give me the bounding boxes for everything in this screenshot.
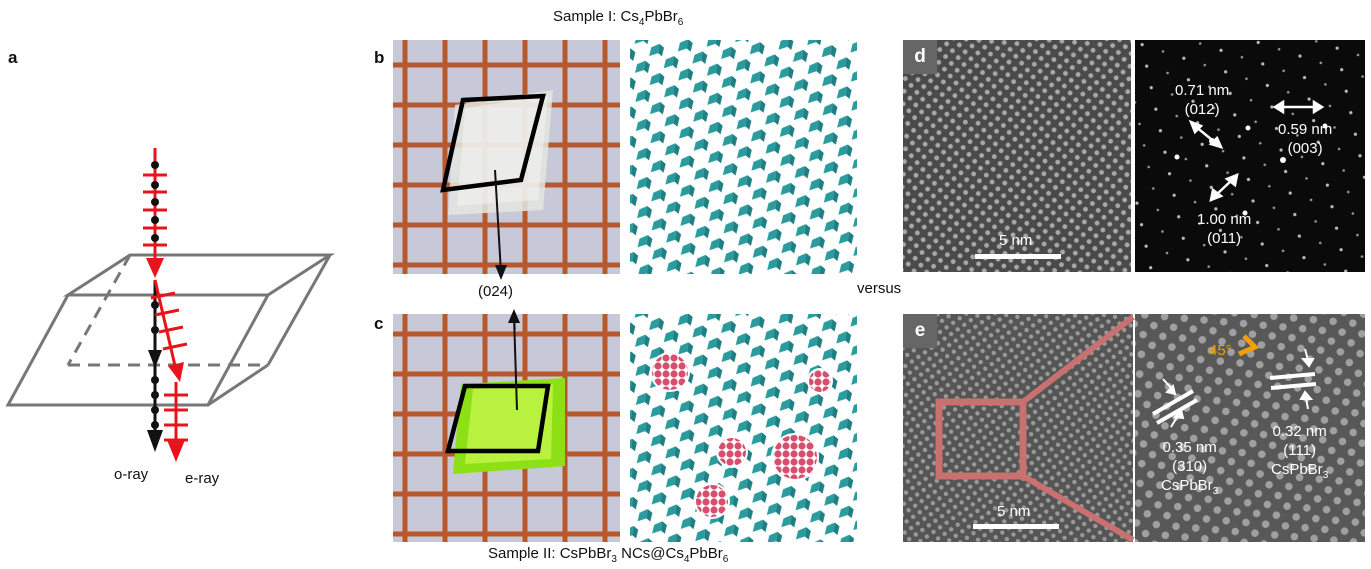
e-ray-label: e-ray [185, 470, 220, 487]
fringe-label-111: 0.32 nm (111) CsPbBr3 [1271, 423, 1329, 481]
fringe-label-310: 0.35 nm (310) CsPbBr3 [1161, 439, 1219, 497]
panel-label-b: b [374, 48, 385, 67]
angle-label: 45° [1209, 342, 1232, 359]
birefringence-diagram [5, 148, 336, 462]
plane-label-024: (024) [478, 283, 514, 300]
hrtem-image-sample-2: e 5 nm [903, 314, 1133, 542]
scale-bar-label-e: 5 nm [997, 503, 1031, 520]
fft-spot-011: 1.00 nm (011) [1197, 211, 1252, 247]
fft-spot-012: 0.71 nm (012) [1175, 82, 1230, 118]
o-ray-label: o-ray [114, 466, 149, 483]
sample-1-caption: Sample I: Cs4PbBr6 [553, 8, 684, 28]
panel-label-c: c [374, 314, 384, 333]
sample-2-caption: Sample II: CsPbBr3 NCs@Cs4PbBr6 [488, 545, 729, 565]
fft-spot-003: 0.59 nm (003) [1278, 121, 1333, 157]
hrtem-image-sample-1: d 5 nm [903, 40, 1131, 272]
crystal-photo-sample-1 [393, 40, 620, 274]
crystal-photo-sample-2 [393, 314, 620, 542]
fft-pattern: 0.71 nm (012) 0.59 nm (003) 1.00 nm (011) [1135, 40, 1365, 272]
lattice-render-sample-2 [630, 314, 857, 542]
plane-arrow-up [508, 309, 520, 411]
hrtem-zoom-image: 45° 0.35 nm (310) CsPbBr3 0.32 nm (111) CsPb… [1135, 314, 1365, 542]
panel-tag-e: e [903, 314, 937, 348]
versus-label: versus [857, 280, 902, 297]
panel-tag-d: d [903, 40, 937, 74]
zoom-connector [1021, 314, 1135, 542]
scale-bar-label-d: 5 nm [999, 232, 1033, 249]
lattice-render-sample-1 [630, 40, 857, 274]
panel-label-a: a [8, 48, 18, 67]
